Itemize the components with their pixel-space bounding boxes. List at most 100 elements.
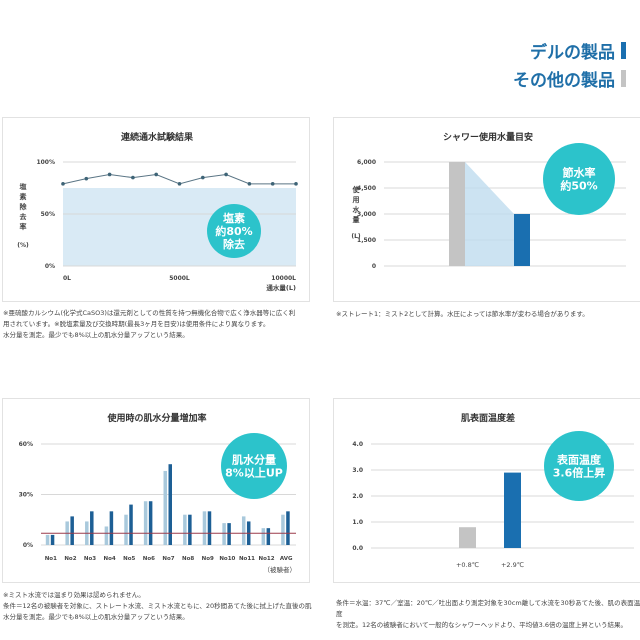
bar-dell bbox=[514, 214, 530, 266]
note-4: 条件＝水温：37℃／室温：20℃／吐出面より測定対象を30cm離して水流を30秒… bbox=[336, 599, 640, 629]
highlight-bubble bbox=[544, 431, 614, 501]
bar-mist bbox=[266, 528, 271, 545]
y-tick-label: 2.0 bbox=[352, 493, 363, 500]
y-axis-label: 用 bbox=[353, 196, 360, 204]
y-tick-label: 1,500 bbox=[357, 237, 376, 244]
y-tick-label: 0 bbox=[372, 263, 376, 270]
bar-mist bbox=[188, 514, 192, 545]
legend-dell: デルの製品 bbox=[530, 38, 626, 63]
x-tick-label: No8 bbox=[182, 556, 194, 562]
x-tick-label: No6 bbox=[143, 556, 155, 562]
bar-mist bbox=[50, 534, 55, 545]
bubble-text: 8%以上UP bbox=[225, 466, 283, 480]
data-point bbox=[107, 172, 112, 177]
y-axis-label: 塩素除去率 bbox=[19, 183, 27, 233]
highlight-bubble bbox=[221, 433, 287, 499]
bar-value-label: +2.9℃ bbox=[501, 561, 524, 569]
y-axis-label: 使 bbox=[352, 185, 361, 194]
bubble-text: 約80% bbox=[215, 224, 252, 238]
bar-straight bbox=[163, 470, 167, 545]
bar-mist bbox=[129, 504, 133, 545]
reduction-shading bbox=[465, 162, 514, 266]
y-tick-label: 3,000 bbox=[357, 211, 376, 218]
data-point bbox=[177, 182, 182, 186]
chart-title: 肌表面温度差 bbox=[460, 412, 515, 424]
bar-mist bbox=[70, 516, 74, 545]
x-tick-label: 0L bbox=[63, 275, 71, 282]
bar-other bbox=[449, 162, 465, 266]
y-tick-label: 0.0 bbox=[352, 545, 363, 552]
bar-mist bbox=[286, 511, 290, 545]
x-tick-label: No3 bbox=[84, 556, 96, 562]
bar-mist bbox=[148, 501, 153, 545]
highlight-bubble bbox=[543, 143, 615, 215]
y-axis-unit: (L) bbox=[351, 233, 361, 240]
legend-label: その他の製品 bbox=[513, 71, 615, 91]
chart-skin-moisture: 0% 30% 60% 使用時の肌水分量増加率 No1 No2 No3 No4 No5 No6 No7… bbox=[2, 398, 310, 583]
x-tick-label: 10000L bbox=[271, 275, 296, 282]
x-tick-label: 5000L bbox=[169, 275, 190, 282]
x-axis-label: （被験者） bbox=[264, 565, 297, 574]
bar-straight bbox=[241, 516, 246, 545]
y-tick-label: 30% bbox=[19, 492, 33, 499]
y-tick-label: 6,000 bbox=[357, 159, 376, 166]
y-tick-label: 4.0 bbox=[352, 441, 363, 448]
data-point bbox=[201, 175, 205, 180]
chart-skin-temperature: 0.0 1.0 2.0 3.0 4.0 肌表面温度差 +0.8℃ +2.9℃ 表面温度 3.6倍上… bbox=[333, 398, 640, 583]
y-tick-label: 60% bbox=[19, 441, 33, 448]
legend-other: その他の製品 bbox=[513, 66, 626, 91]
x-tick-label: No1 bbox=[45, 556, 57, 562]
highlight-bubble bbox=[207, 204, 261, 258]
x-tick-label: No5 bbox=[123, 556, 135, 562]
bar-dell bbox=[504, 472, 521, 548]
note-2: ※ストレート1：ミスト2として計算。水圧によっては節水率が変わる場合があります。 bbox=[336, 310, 589, 318]
y-tick-label: 0% bbox=[23, 542, 33, 549]
y-axis-unit: (%) bbox=[17, 242, 29, 249]
data-point bbox=[294, 182, 298, 186]
y-tick-label: 4,500 bbox=[357, 185, 376, 192]
bar-straight bbox=[202, 511, 207, 545]
note-1: ※亜硫酸カルシウム(化学式CaSO3)は還元剤としての性質を持つ無機化合物で広く… bbox=[3, 309, 296, 339]
y-axis-label: 水 bbox=[353, 205, 361, 214]
y-tick-label: 3.0 bbox=[352, 467, 363, 474]
y-axis-label: 量 bbox=[353, 215, 360, 224]
bar-straight bbox=[124, 514, 128, 545]
bar-straight bbox=[261, 528, 266, 545]
bar-straight bbox=[104, 526, 109, 545]
chart-title: 使用時の肌水分量増加率 bbox=[106, 412, 206, 424]
bubble-text: 表面温度 bbox=[556, 453, 602, 467]
bubble-text: 肌水分量 bbox=[231, 453, 276, 467]
bar-straight bbox=[143, 501, 148, 545]
legend-swatch bbox=[621, 70, 626, 87]
y-tick-label: 50% bbox=[41, 211, 55, 218]
bubble-text: 除去 bbox=[223, 237, 245, 251]
data-point bbox=[224, 172, 228, 177]
bar-straight bbox=[45, 534, 50, 545]
x-axis-label: 通水量(L) bbox=[266, 283, 296, 292]
bar-mist bbox=[109, 511, 114, 545]
bar-mist bbox=[168, 464, 172, 545]
x-tick-label: No10 bbox=[219, 556, 235, 562]
bubble-text: 節水率 bbox=[563, 166, 596, 180]
chart-chlorine-removal: 0% 50% 100% 連続通水試験結果 0L 5000L 10000L 通水量(L) (%) 塩… bbox=[2, 117, 310, 302]
bar-value-label: +0.8℃ bbox=[456, 561, 479, 569]
legend-label: デルの製品 bbox=[530, 43, 615, 63]
note-3: ※ミスト水流では温まり効果は認められません。 条件＝12名の被験者を対象に、ストレ… bbox=[3, 591, 312, 621]
data-point bbox=[247, 182, 252, 186]
bar-mist bbox=[207, 511, 212, 545]
x-tick-label: AVG bbox=[280, 556, 293, 562]
data-point bbox=[154, 172, 158, 177]
bar-mist bbox=[90, 511, 94, 545]
y-tick-label: 100% bbox=[36, 159, 55, 166]
bar-straight bbox=[183, 514, 187, 545]
y-tick-label: 1.0 bbox=[352, 519, 363, 526]
x-tick-label: No12 bbox=[259, 556, 275, 562]
x-tick-label: No4 bbox=[104, 556, 116, 562]
chart-water-usage: 0 1,500 3,000 4,500 6,000 シャワー使用水量目安使用水量 (L) 節水… bbox=[333, 117, 640, 302]
bar-straight bbox=[222, 523, 226, 545]
y-tick-label: 0% bbox=[45, 263, 55, 270]
fill-area bbox=[63, 188, 296, 266]
bubble-text: 3.6倍上昇 bbox=[553, 466, 606, 480]
legend-swatch bbox=[621, 42, 626, 59]
x-tick-label: No11 bbox=[239, 556, 255, 562]
